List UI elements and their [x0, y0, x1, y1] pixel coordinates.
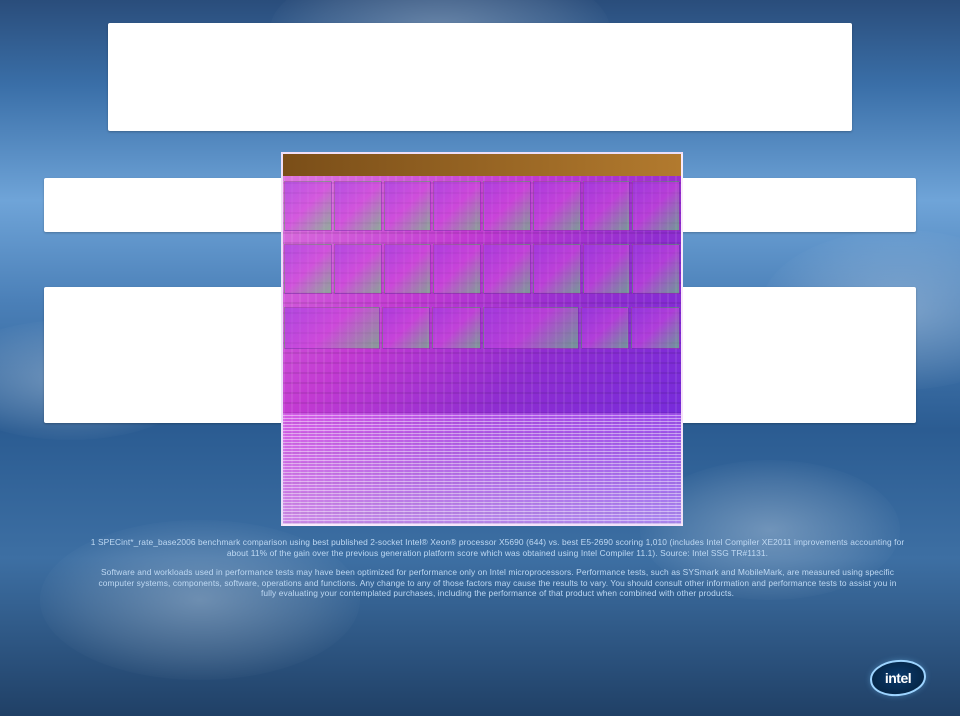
left-box-1 — [44, 178, 289, 232]
footnote-1: 1 SPECint*_rate_base2006 benchmark compa… — [90, 537, 905, 558]
footnote-2: Software and workloads used in performan… — [90, 567, 905, 599]
left-box-2 — [44, 287, 289, 423]
title-box — [108, 23, 852, 131]
right-box-1 — [671, 178, 916, 232]
right-box-2 — [671, 287, 916, 423]
processor-die-image — [281, 152, 683, 526]
slide-root: 1 SPECint*_rate_base2006 benchmark compa… — [0, 0, 960, 716]
intel-logo: intel — [870, 660, 926, 696]
die-core-row — [283, 306, 681, 350]
die-core-row — [283, 243, 681, 295]
footnotes: 1 SPECint*_rate_base2006 benchmark compa… — [90, 537, 905, 608]
die-core-row — [283, 180, 681, 232]
intel-logo-text: intel — [870, 660, 926, 696]
